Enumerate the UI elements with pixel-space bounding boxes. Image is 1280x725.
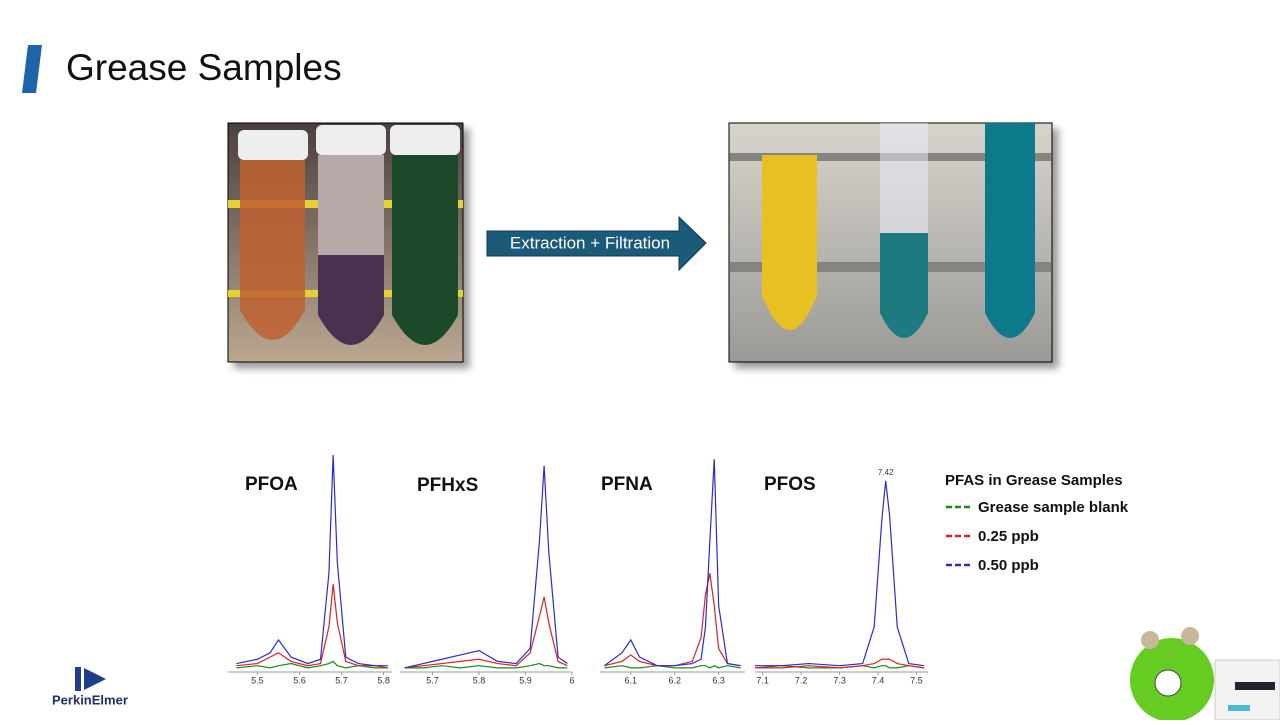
trace bbox=[604, 459, 741, 667]
trace bbox=[404, 662, 568, 669]
x-tick-label: 5.5 bbox=[251, 675, 264, 685]
trace bbox=[236, 583, 388, 669]
x-tick-label: 7.2 bbox=[795, 675, 808, 685]
trace bbox=[755, 658, 925, 669]
x-tick-label: 6.2 bbox=[668, 675, 681, 685]
peak-label: 7.42 bbox=[878, 468, 894, 477]
x-tick-label: 6 bbox=[569, 675, 574, 685]
trace bbox=[604, 573, 741, 667]
x-tick-label: 6.3 bbox=[712, 675, 725, 685]
trace bbox=[236, 660, 388, 669]
legend-label: 0.50 ppb bbox=[978, 557, 1039, 574]
x-tick-label: 5.8 bbox=[473, 675, 486, 685]
instrument bbox=[1130, 627, 1280, 722]
x-tick-label: 7.5 bbox=[910, 675, 923, 685]
chart-title: PFHxS bbox=[417, 475, 478, 496]
photo-before bbox=[227, 122, 464, 363]
chart-title: PFNA bbox=[601, 474, 653, 495]
process-arrow: Extraction + Filtration bbox=[486, 215, 707, 272]
legend-label: 0.25 ppb bbox=[978, 528, 1039, 545]
slide-title: Grease Samples bbox=[66, 47, 342, 88]
trace bbox=[404, 465, 568, 669]
trace bbox=[754, 665, 925, 669]
x-tick-label: 5.7 bbox=[335, 675, 348, 685]
logo: PerkinElmer bbox=[52, 667, 128, 707]
arrow-label: Extraction + Filtration bbox=[510, 233, 670, 252]
x-tick-label: 5.6 bbox=[293, 675, 306, 685]
chromatogram: PFNA 6.1 6.2 6.3 bbox=[600, 459, 745, 685]
x-tick-label: 5.7 bbox=[426, 675, 439, 685]
trace bbox=[404, 596, 568, 669]
legend-title: PFAS in Grease Samples bbox=[945, 472, 1123, 489]
x-tick-label: 5.8 bbox=[377, 675, 390, 685]
x-tick-label: 7.4 bbox=[872, 675, 885, 685]
chromatogram: PFHxS 5.7 5.8 5.9 6 bbox=[400, 465, 575, 685]
logo-text: PerkinElmer bbox=[52, 692, 128, 707]
x-tick-label: 6.1 bbox=[624, 675, 637, 685]
x-tick-label: 5.9 bbox=[519, 675, 532, 685]
chromatogram: PFOA 5.5 5.6 5.7 5.8 bbox=[228, 454, 392, 685]
chart-title: PFOA bbox=[245, 474, 298, 495]
legend: PFAS in Grease Samples Grease sample blan… bbox=[945, 472, 1129, 574]
x-tick-label: 7.3 bbox=[833, 675, 846, 685]
photo-after bbox=[728, 122, 1053, 363]
trace bbox=[755, 480, 925, 667]
title-accent bbox=[22, 45, 42, 93]
trace bbox=[604, 665, 741, 669]
chromatogram: PFOS 7.1 7.2 7.3 7.4 7.5 7.42 bbox=[754, 468, 928, 685]
trace bbox=[236, 454, 388, 667]
legend-label: Grease sample blank bbox=[978, 499, 1129, 516]
chromatograms: PFOA 5.5 5.6 5.7 5.8 PFHxS 5.7 5.8 5.9 6 PFNA 6.1 6.… bbox=[228, 454, 928, 685]
chart-title: PFOS bbox=[764, 474, 816, 495]
x-tick-label: 7.1 bbox=[756, 675, 769, 685]
